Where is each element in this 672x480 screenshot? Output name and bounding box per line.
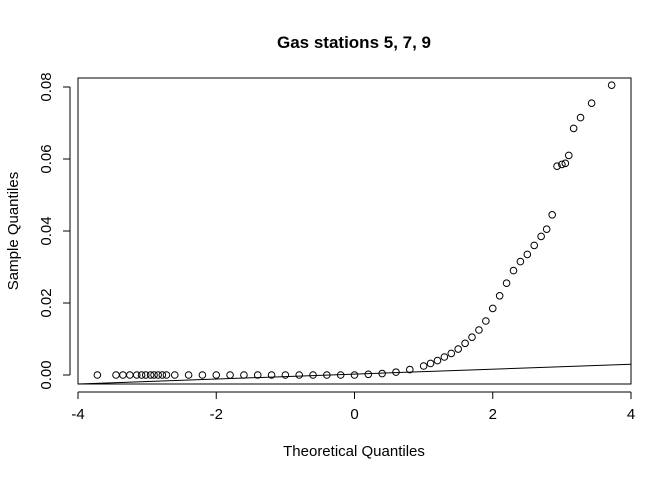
data-point: [530, 241, 539, 250]
y-axis: 0.00 0.02 0.04 0.06 0.08: [38, 72, 71, 390]
data-point: [475, 326, 483, 334]
data-point: [323, 371, 331, 379]
data-point: [426, 359, 435, 368]
x-tick-label: 0: [350, 406, 358, 423]
chart-title: Gas stations 5, 7, 9: [277, 33, 431, 52]
data-point: [516, 257, 525, 266]
data-point: [440, 353, 449, 361]
y-tick-label: 0.06: [38, 144, 55, 173]
data-point: [502, 279, 511, 288]
data-point: [158, 371, 167, 379]
data-point: [154, 371, 162, 379]
plot-area-border: [77, 77, 632, 385]
data-point: [141, 371, 150, 379]
data-point: [461, 339, 469, 348]
data-point: [537, 232, 545, 241]
data-point: [392, 368, 400, 376]
data-point: [119, 371, 127, 379]
x-tick-label: -2: [210, 406, 223, 423]
x-tick-label: 4: [627, 406, 635, 423]
data-point: [419, 362, 428, 370]
y-tick-label: 0.02: [38, 288, 55, 317]
data-point: [126, 371, 134, 379]
data-point: [170, 371, 179, 379]
y-tick-label: 0.00: [38, 360, 55, 389]
data-point: [454, 345, 462, 353]
data-point: [150, 371, 158, 379]
data-point: [281, 371, 290, 379]
data-point: [162, 371, 171, 379]
data-point: [553, 162, 561, 170]
x-tick-label: -4: [71, 406, 84, 423]
data-points: [93, 81, 616, 379]
data-point: [295, 371, 304, 379]
x-axis: -4 -2 0 2 4: [71, 391, 635, 423]
data-point: [184, 371, 193, 379]
data-point: [253, 371, 262, 379]
data-point: [433, 356, 442, 365]
data-point: [576, 113, 585, 122]
y-axis-label: Sample Quantiles: [5, 172, 22, 290]
data-point: [561, 159, 570, 168]
reference-line-group: [77, 363, 632, 385]
data-point: [336, 371, 345, 379]
data-point: [132, 371, 141, 379]
data-point: [495, 292, 504, 300]
y-tick-label: 0.04: [38, 216, 55, 245]
data-point: [607, 81, 616, 89]
data-point: [564, 151, 573, 160]
data-point: [146, 371, 155, 379]
y-tick-label: 0.08: [38, 72, 55, 101]
x-tick-label: 2: [489, 406, 497, 423]
data-point: [558, 160, 566, 169]
data-point: [587, 99, 596, 107]
data-point: [468, 333, 476, 342]
data-point: [509, 266, 518, 275]
data-point: [350, 371, 359, 379]
data-point: [569, 124, 578, 133]
data-point: [488, 304, 497, 313]
data-point: [364, 370, 373, 379]
data-point: [548, 211, 556, 219]
data-point: [137, 371, 146, 379]
data-point: [212, 371, 221, 379]
data-point: [406, 365, 414, 374]
data-point: [198, 371, 207, 379]
data-point: [226, 371, 234, 379]
data-point: [240, 371, 248, 379]
data-point: [267, 371, 276, 379]
data-point: [523, 250, 532, 259]
qq-reference-line: [77, 363, 632, 385]
data-point: [309, 371, 317, 379]
data-point: [482, 317, 490, 325]
data-point: [447, 349, 456, 358]
x-axis-label: Theoretical Quantiles: [283, 443, 425, 460]
data-point: [93, 371, 102, 379]
data-point: [112, 371, 120, 379]
data-point: [378, 369, 386, 378]
data-point: [542, 225, 551, 233]
